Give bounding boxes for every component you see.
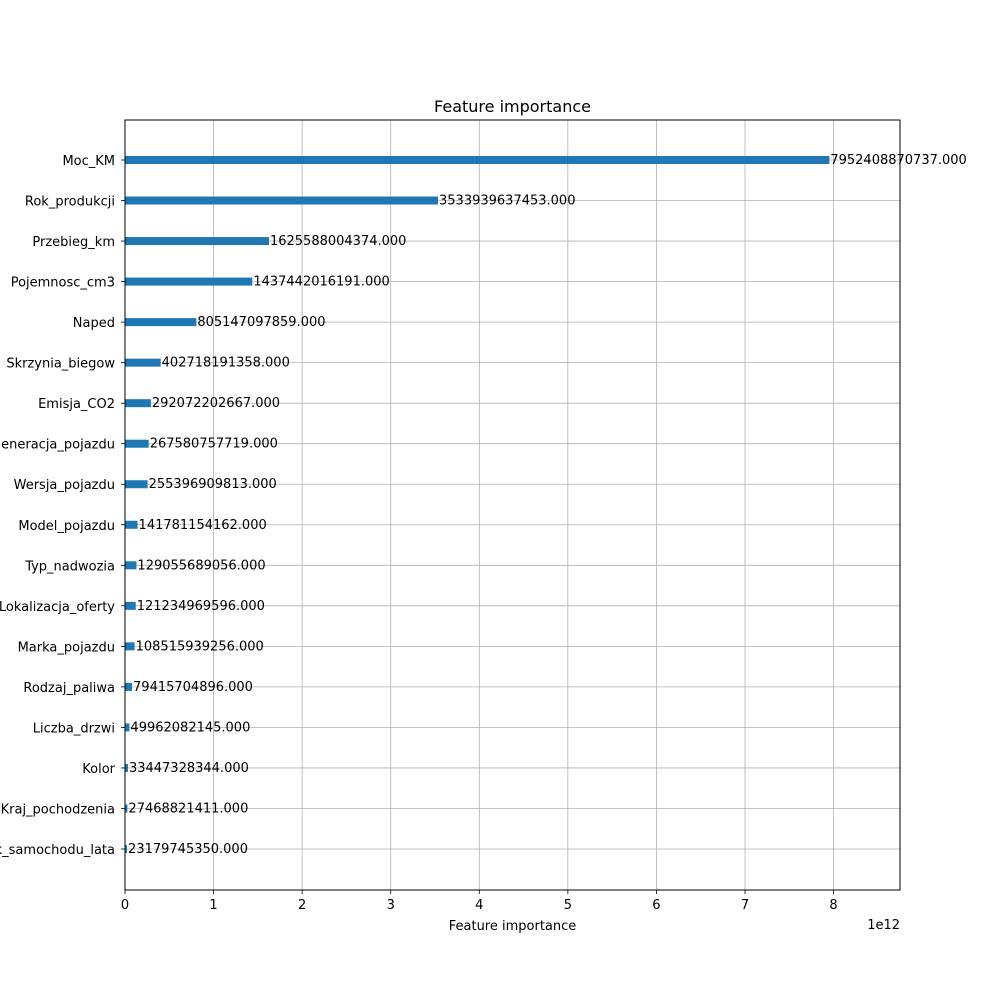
bar-value-label: 255396909813.000 (149, 477, 277, 492)
x-tick-label: 0 (121, 898, 129, 913)
y-tick-label: Wiek_samochodu_lata (0, 843, 115, 858)
y-tick-label: Model_pojazdu (18, 519, 115, 534)
labels: 0 1 2 3 4 5 6 7 8 Moc_KM 7952408870737.000 Rok_prod… (0, 153, 967, 913)
plot-frame (124, 119, 901, 891)
bar (125, 804, 128, 813)
y-tick-label: Generacja_pojazdu (0, 438, 115, 453)
bar-value-label: 129055689056.000 (137, 558, 265, 573)
bar-value-label: 402718191358.000 (162, 356, 290, 371)
y-tick-label: Pojemnosc_cm3 (11, 276, 115, 291)
y-tick-label: Skrzynia_biegow (6, 357, 115, 372)
bar (125, 723, 130, 732)
bar-value-label: 49962082145.000 (130, 720, 250, 735)
bar-value-label: 141781154162.000 (139, 518, 267, 533)
y-tick-label: Rok_produkcji (25, 195, 115, 210)
bar-value-label: 108515939256.000 (136, 639, 264, 654)
x-axis-label: Feature importance (449, 919, 577, 934)
bar (125, 682, 133, 691)
bar (125, 561, 137, 570)
bar-value-label: 1437442016191.000 (253, 275, 389, 290)
x-tick-label: 2 (298, 898, 306, 913)
bar (125, 763, 128, 772)
y-tick-label: Liczba_drzwi (33, 721, 115, 736)
bar-value-label: 23179745350.000 (128, 842, 248, 857)
bar-value-label: 805147097859.000 (197, 315, 325, 330)
bar-value-label: 7952408870737.000 (830, 153, 966, 168)
axis-ticks (121, 159, 834, 894)
y-tick-label: Naped (73, 316, 115, 331)
bar (125, 845, 128, 853)
bar-value-label: 1625588004374.000 (270, 234, 406, 249)
bar (125, 399, 151, 408)
y-tick-label: Marka_pojazdu (18, 640, 115, 655)
bar (125, 480, 148, 489)
bars (125, 156, 830, 853)
x-tick-label: 6 (652, 898, 660, 913)
bar-value-label: 267580757719.000 (150, 437, 278, 452)
x-tick-label: 1 (209, 898, 217, 913)
x-tick-label: 5 (564, 898, 572, 913)
y-tick-label: Lokalizacja_oferty (0, 600, 115, 615)
x-axis-offset-label: 1e12 (867, 918, 900, 933)
bar-value-label: 3533939637453.000 (439, 194, 575, 209)
bar (125, 277, 253, 286)
bar-value-label: 79415704896.000 (133, 680, 253, 695)
bar-value-label: 121234969596.000 (137, 599, 265, 614)
y-tick-label: Kolor (82, 762, 115, 777)
y-tick-label: Wersja_pojazdu (14, 478, 115, 493)
bar-value-label: 292072202667.000 (152, 396, 280, 411)
y-tick-label: Moc_KM (62, 154, 115, 169)
x-tick-label: 7 (741, 898, 749, 913)
bar-value-label: 27468821411.000 (128, 801, 248, 816)
chart-title: Feature importance (434, 97, 591, 116)
bar (125, 520, 138, 529)
x-tick-label: 3 (387, 898, 395, 913)
bar (125, 318, 197, 327)
y-tick-label: Typ_nadwozia (24, 559, 115, 574)
bar-value-label: 33447328344.000 (129, 761, 249, 776)
y-tick-label: Przebieg_km (32, 235, 115, 250)
bar (125, 196, 439, 205)
x-tick-label: 4 (475, 898, 483, 913)
bar (125, 156, 830, 164)
bar (125, 237, 269, 246)
y-tick-label: Rodzaj_paliwa (23, 681, 115, 696)
x-tick-label: 8 (829, 898, 837, 913)
bar (125, 439, 149, 448)
y-tick-label: Kraj_pochodzenia (1, 802, 115, 817)
bar (125, 642, 135, 651)
bar (125, 358, 161, 367)
bar (125, 601, 136, 610)
y-tick-label: Emisja_CO2 (38, 397, 115, 412)
